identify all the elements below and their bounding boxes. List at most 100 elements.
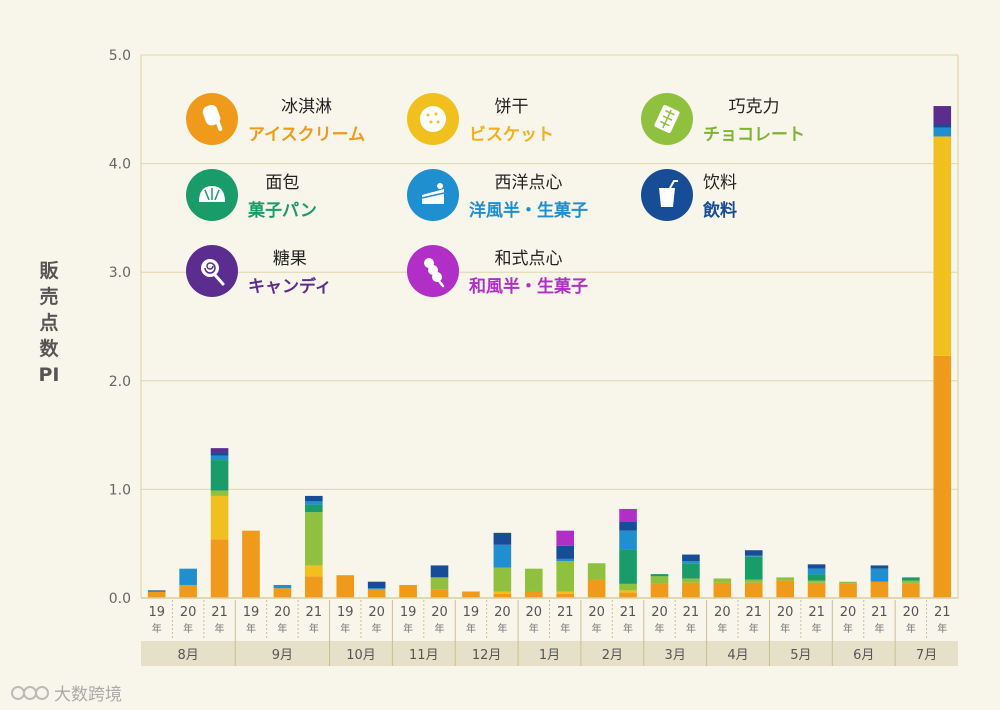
bar-segment-ice	[179, 584, 197, 598]
bar-segment-ice	[807, 582, 826, 598]
bar-segment-choco	[210, 490, 229, 496]
x-year-label: 19	[148, 605, 165, 620]
month-band	[141, 641, 958, 666]
x-month-label: 7月	[916, 648, 937, 663]
x-year-label: 21	[620, 605, 637, 620]
x-year-suffix: 年	[309, 622, 319, 635]
bar-segment-western	[210, 455, 229, 461]
legend-zh-western: 西洋点心	[494, 173, 563, 193]
bar-segment-ice	[305, 576, 323, 598]
y-tick-labels: 0.0 1.0 2.0 3.0 4.0 5.0	[109, 48, 131, 607]
bar-segment-ice	[273, 588, 292, 598]
bar-segment-drink	[305, 495, 323, 502]
bar-segment-ice	[336, 575, 355, 598]
legend-zh-ice: 冰淇淋	[281, 97, 333, 117]
y-tick-label: 5.0	[109, 48, 131, 64]
x-year-label: 20	[651, 605, 668, 620]
legend-zh-biscuit: 饼干	[494, 97, 529, 117]
x-year-suffix: 年	[403, 622, 413, 635]
x-year-label: 21	[683, 605, 700, 620]
bar-segment-drink	[493, 532, 512, 545]
bar-segment-candy	[210, 448, 229, 453]
watermark: 大数跨境	[10, 680, 122, 705]
x-year-suffix: 年	[246, 622, 256, 635]
x-year-label: 20	[526, 605, 543, 620]
bar-segment-bread	[210, 460, 229, 491]
chocolate-icon	[641, 92, 693, 145]
bar-segment-biscuit	[556, 591, 575, 594]
bar-segment-drink	[744, 550, 763, 556]
bar-segment-drink	[682, 554, 700, 562]
ice-cream-icon	[186, 92, 238, 145]
x-year-label: 21	[306, 605, 323, 620]
x-month-label: 8月	[177, 648, 198, 663]
bar-segment-bread	[807, 574, 826, 581]
bar-segment-choco	[619, 583, 637, 591]
drink-cup-icon	[641, 168, 693, 221]
bar-segment-choco	[682, 578, 700, 583]
bar-segment-ice	[399, 584, 417, 598]
grid-lines	[140, 54, 959, 599]
bar-segment-biscuit	[210, 495, 229, 540]
bar-segment-ice	[776, 580, 794, 598]
bar-segment-ice	[462, 591, 480, 598]
bar-segment-drink	[430, 565, 449, 578]
watermark-text: 大数跨境	[54, 685, 122, 705]
x-year-label: 20	[368, 605, 385, 620]
x-year-suffix: 年	[654, 622, 664, 635]
bar-segment-ice	[870, 581, 889, 598]
x-year-suffix: 年	[937, 622, 947, 635]
x-year-label: 19	[463, 605, 480, 620]
y-tick-label: 1.0	[109, 482, 131, 498]
legend-item-drink: 饮料 飲料	[641, 168, 737, 221]
bar-segment-drink	[870, 565, 889, 569]
bar-segment-drink	[556, 545, 575, 559]
x-month-label: 2月	[602, 648, 623, 663]
watermark-logo-icon	[11, 685, 49, 700]
x-year-suffix: 年	[340, 622, 350, 635]
x-year-suffix: 年	[529, 622, 539, 635]
bar-segment-drink	[933, 124, 952, 128]
lollipop-icon	[186, 244, 238, 297]
bar-segment-drink	[210, 452, 229, 456]
bar-segment-ice	[619, 592, 637, 598]
bar-segment-candy	[933, 106, 952, 125]
x-year-label: 21	[211, 605, 228, 620]
x-year-suffix: 年	[686, 622, 696, 635]
dango-icon	[407, 244, 459, 297]
legend-zh-drink: 饮料	[703, 173, 737, 193]
bar-segment-choco	[493, 567, 512, 592]
bar-segment-biscuit	[493, 591, 512, 594]
bread-icon	[186, 168, 238, 221]
legend-item-bread: 面包 菓子パン	[186, 168, 317, 221]
y-tick-label: 0.0	[109, 591, 131, 607]
x-year-suffix: 年	[780, 622, 790, 635]
bar-segment-choco	[650, 576, 669, 584]
bar-segment-ice	[210, 539, 229, 598]
bar-segment-ice	[713, 582, 732, 598]
legend-item-wagashi: 和式点心 和風半・生菓子	[407, 244, 588, 297]
legend-zh-candy: 糖果	[272, 249, 307, 269]
bar-segment-choco	[807, 580, 826, 583]
bar-segment-drink	[147, 590, 166, 592]
legend-item-chocolate: 巧克力 チョコレート	[641, 92, 805, 145]
x-year-suffix: 年	[906, 622, 916, 635]
bars	[147, 106, 952, 598]
biscuit-icon	[407, 92, 459, 145]
x-year-suffix: 年	[717, 622, 727, 635]
bar-segment-drink	[807, 564, 826, 569]
bar-segment-ice	[147, 591, 166, 598]
bar-segment-ice	[839, 583, 857, 598]
bar-segment-ice	[430, 589, 449, 598]
bar-segment-ice	[744, 582, 763, 598]
x-year-suffix: 年	[435, 622, 445, 635]
bar-segment-ice	[242, 530, 260, 598]
x-year-label: 20	[903, 605, 920, 620]
bar-segment-western	[682, 561, 700, 564]
bar-segment-ice	[367, 589, 386, 598]
bar-segment-ice	[682, 582, 700, 598]
x-year-label: 19	[243, 605, 260, 620]
bar-segment-choco	[587, 563, 606, 580]
x-year-suffix: 年	[466, 622, 476, 635]
